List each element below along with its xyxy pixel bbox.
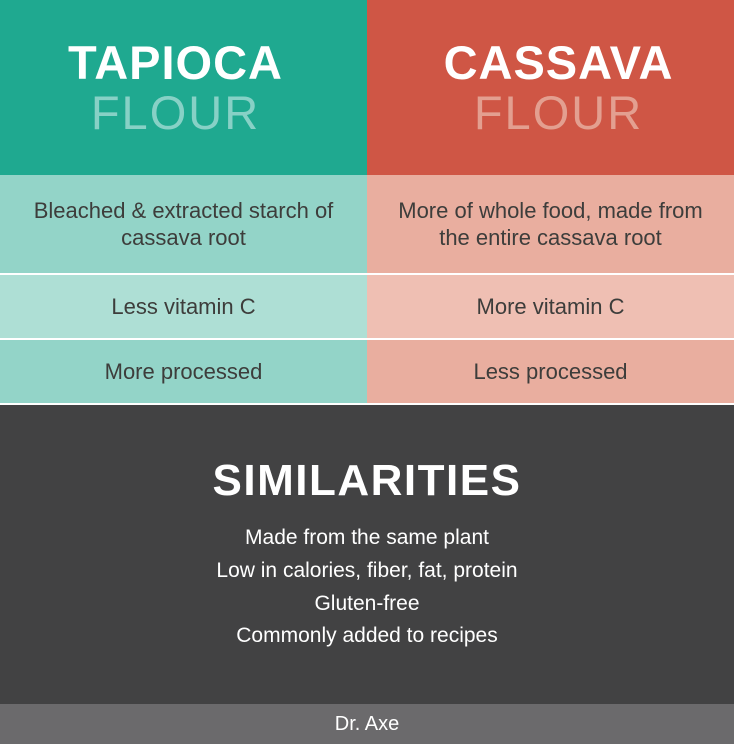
left-row-2: Less vitamin C xyxy=(0,275,367,340)
left-title-thin: FLOUR xyxy=(91,88,260,137)
right-column: CASSAVA FLOUR More of whole food, made f… xyxy=(367,0,734,405)
right-row-2: More vitamin C xyxy=(367,275,734,340)
similarities-section: SIMILARITIES Made from the same plant Lo… xyxy=(0,405,734,704)
right-row-3: Less processed xyxy=(367,340,734,405)
left-title-bold: TAPIOCA xyxy=(68,38,283,87)
left-header: TAPIOCA FLOUR xyxy=(0,0,367,175)
right-header: CASSAVA FLOUR xyxy=(367,0,734,175)
footer-credit: Dr. Axe xyxy=(0,704,734,744)
similarities-line-4: Commonly added to recipes xyxy=(236,620,497,653)
left-row-3: More processed xyxy=(0,340,367,405)
right-title-thin: FLOUR xyxy=(474,88,643,137)
similarities-line-2: Low in calories, fiber, fat, protein xyxy=(216,555,517,588)
similarities-title: SIMILARITIES xyxy=(213,456,522,506)
comparison-section: TAPIOCA FLOUR Bleached & extracted starc… xyxy=(0,0,734,405)
similarities-line-3: Gluten-free xyxy=(314,588,419,621)
similarities-line-1: Made from the same plant xyxy=(245,522,489,555)
left-column: TAPIOCA FLOUR Bleached & extracted starc… xyxy=(0,0,367,405)
right-title-bold: CASSAVA xyxy=(444,38,674,87)
right-row-1: More of whole food, made from the entire… xyxy=(367,175,734,275)
left-row-1: Bleached & extracted starch of cassava r… xyxy=(0,175,367,275)
